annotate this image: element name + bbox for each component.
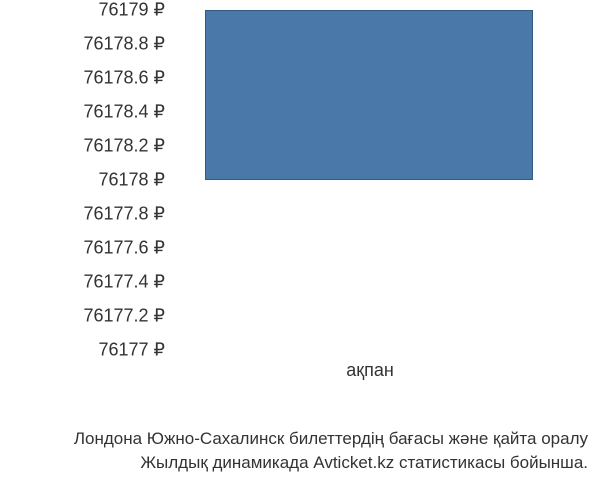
y-tick: 76179 ₽ <box>0 0 165 21</box>
y-tick: 76178.4 ₽ <box>0 102 165 123</box>
y-tick: 76178.2 ₽ <box>0 136 165 157</box>
y-tick: 76178 ₽ <box>0 170 165 191</box>
y-tick: 76177.6 ₽ <box>0 238 165 259</box>
caption-line-2: Жылдық динамикада Avticket.kz статистика… <box>12 451 588 475</box>
y-tick: 76177.8 ₽ <box>0 204 165 225</box>
y-tick: 76177.2 ₽ <box>0 306 165 327</box>
plot-area <box>185 10 555 350</box>
bar-chart: 76179 ₽ 76178.8 ₽ 76178.6 ₽ 76178.4 ₽ 76… <box>0 0 600 420</box>
y-tick: 76178.8 ₽ <box>0 34 165 55</box>
bar <box>205 10 533 180</box>
x-axis: ақпан <box>185 360 555 390</box>
y-axis: 76179 ₽ 76178.8 ₽ 76178.6 ₽ 76178.4 ₽ 76… <box>0 10 175 350</box>
chart-caption: Лондона Южно-Сахалинск билеттердің бағас… <box>0 427 600 475</box>
y-tick: 76178.6 ₽ <box>0 68 165 89</box>
y-tick: 76177 ₽ <box>0 340 165 361</box>
x-tick: ақпан <box>346 360 394 381</box>
y-tick: 76177.4 ₽ <box>0 272 165 293</box>
caption-line-1: Лондона Южно-Сахалинск билеттердің бағас… <box>12 427 588 451</box>
